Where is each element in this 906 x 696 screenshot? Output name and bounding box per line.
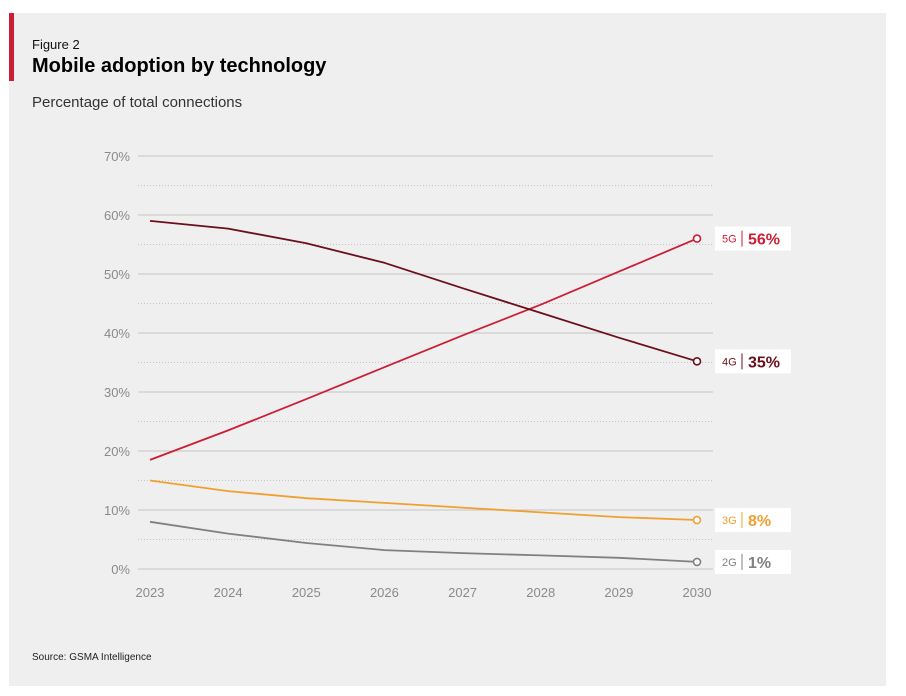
y-tick-label: 60% (104, 208, 130, 223)
series-line-2g (149, 520, 698, 563)
y-tick-label: 40% (104, 326, 130, 341)
y-tick-label: 0% (111, 562, 130, 577)
x-tick-label: 2023 (136, 585, 165, 600)
figure-label: Figure 2 (32, 37, 80, 52)
series-end-marker-5g (692, 234, 702, 243)
end-label-series-name: 2G (722, 557, 737, 569)
accent-bar (9, 13, 14, 81)
x-tick-label: 2027 (448, 585, 477, 600)
x-tick-label: 2026 (370, 585, 399, 600)
x-tick-label: 2024 (214, 585, 243, 600)
y-tick-label: 20% (104, 444, 130, 459)
series-end-marker-2g (692, 557, 702, 567)
series-line-3g (149, 479, 698, 521)
end-label-value: 35% (748, 354, 780, 371)
end-label-value: 1% (748, 555, 771, 572)
x-tick-label: 2025 (292, 585, 321, 600)
chart-subtitle: Percentage of total connections (32, 94, 243, 111)
x-tick-label: 2029 (604, 585, 633, 600)
end-label-box (715, 508, 791, 533)
end-label-value: 8% (748, 513, 771, 530)
series-line-4g (149, 220, 698, 363)
x-tick-label: 2030 (683, 585, 712, 600)
end-label-series-name: 3G (722, 515, 737, 527)
end-label-box (715, 226, 791, 251)
series-end-marker-4g (692, 357, 702, 366)
y-tick-label: 10% (104, 503, 130, 518)
y-tick-label: 30% (104, 385, 130, 400)
y-tick-label: 70% (104, 149, 130, 164)
series-end-marker-3g (692, 515, 702, 525)
y-tick-label: 50% (104, 267, 130, 282)
end-label-box (715, 549, 791, 574)
x-tick-label: 2028 (526, 585, 555, 600)
source-note: Source: GSMA Intelligence (32, 652, 152, 663)
series-line-5g (149, 237, 698, 461)
end-label-box (715, 349, 791, 374)
end-label-series-name: 5G (722, 234, 737, 246)
chart-title: Mobile adoption by technology (32, 55, 327, 77)
end-label-series-name: 4G (722, 356, 737, 368)
end-label-value: 56% (748, 232, 780, 249)
